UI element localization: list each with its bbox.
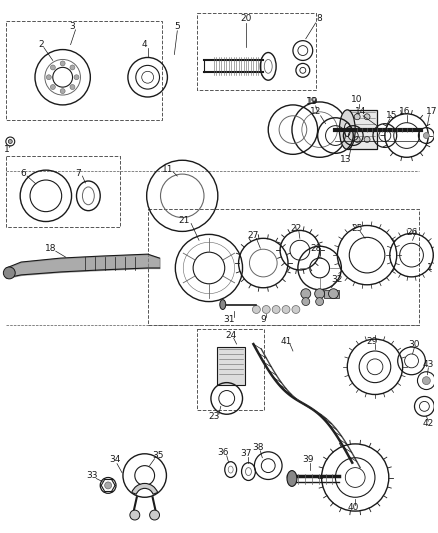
Circle shape bbox=[8, 140, 12, 143]
Circle shape bbox=[50, 65, 55, 70]
Circle shape bbox=[150, 510, 159, 520]
Text: 13: 13 bbox=[339, 155, 351, 164]
Text: 20: 20 bbox=[241, 14, 252, 23]
Text: 35: 35 bbox=[152, 451, 163, 461]
Text: 32: 32 bbox=[332, 276, 343, 284]
Circle shape bbox=[422, 377, 430, 385]
Circle shape bbox=[70, 65, 75, 70]
Circle shape bbox=[262, 305, 270, 313]
Text: 37: 37 bbox=[241, 449, 252, 458]
Text: 1: 1 bbox=[427, 263, 433, 272]
Text: 6: 6 bbox=[20, 168, 26, 177]
Text: 43: 43 bbox=[423, 360, 434, 369]
Ellipse shape bbox=[339, 110, 355, 149]
Bar bbox=[6, 21, 162, 120]
Text: 42: 42 bbox=[423, 418, 434, 427]
Bar bbox=[197, 13, 316, 90]
Text: 9: 9 bbox=[261, 315, 266, 324]
Text: 12: 12 bbox=[310, 107, 321, 116]
Circle shape bbox=[364, 114, 370, 120]
Text: 14: 14 bbox=[354, 107, 366, 116]
Text: 1: 1 bbox=[4, 145, 9, 154]
Circle shape bbox=[50, 85, 55, 90]
Circle shape bbox=[60, 61, 65, 66]
Circle shape bbox=[364, 136, 370, 142]
Text: 27: 27 bbox=[248, 231, 259, 240]
Text: 5: 5 bbox=[174, 22, 180, 31]
Text: 7: 7 bbox=[76, 168, 81, 177]
Bar bbox=[148, 209, 420, 325]
Text: 19: 19 bbox=[306, 98, 318, 107]
Text: 31: 31 bbox=[223, 315, 234, 324]
Text: 2: 2 bbox=[38, 40, 44, 49]
Bar bbox=[347, 110, 377, 149]
Circle shape bbox=[252, 305, 260, 313]
Wedge shape bbox=[132, 483, 158, 494]
Circle shape bbox=[105, 482, 112, 489]
Circle shape bbox=[301, 289, 311, 298]
Circle shape bbox=[130, 510, 140, 520]
Text: 25: 25 bbox=[351, 224, 363, 233]
Ellipse shape bbox=[344, 123, 350, 136]
Circle shape bbox=[272, 305, 280, 313]
Bar bbox=[324, 290, 339, 297]
Circle shape bbox=[328, 289, 339, 298]
Bar bbox=[217, 347, 244, 385]
Circle shape bbox=[60, 88, 65, 94]
Text: 28: 28 bbox=[310, 244, 321, 253]
Text: 22: 22 bbox=[290, 224, 301, 233]
Circle shape bbox=[302, 297, 310, 305]
Circle shape bbox=[74, 75, 79, 80]
Circle shape bbox=[316, 297, 324, 305]
Text: 38: 38 bbox=[253, 443, 264, 453]
Text: 33: 33 bbox=[87, 471, 98, 480]
Text: 23: 23 bbox=[208, 411, 219, 421]
Circle shape bbox=[70, 85, 75, 90]
Ellipse shape bbox=[287, 471, 297, 487]
Text: 40: 40 bbox=[347, 503, 359, 512]
Text: 39: 39 bbox=[302, 455, 314, 464]
Text: 10: 10 bbox=[351, 95, 363, 104]
Text: 16: 16 bbox=[399, 107, 410, 116]
Text: 24: 24 bbox=[225, 330, 236, 340]
Text: 36: 36 bbox=[217, 448, 229, 457]
Circle shape bbox=[314, 289, 325, 298]
Text: 11: 11 bbox=[162, 165, 173, 174]
Circle shape bbox=[4, 267, 15, 279]
Text: 3: 3 bbox=[70, 22, 75, 31]
Circle shape bbox=[282, 305, 290, 313]
Circle shape bbox=[354, 136, 360, 142]
Circle shape bbox=[46, 75, 51, 80]
Text: 17: 17 bbox=[426, 107, 437, 116]
Text: 30: 30 bbox=[409, 340, 420, 349]
Text: 26: 26 bbox=[407, 228, 418, 237]
Text: 8: 8 bbox=[317, 14, 322, 23]
Circle shape bbox=[424, 133, 429, 139]
Bar bbox=[6, 156, 120, 228]
Circle shape bbox=[292, 305, 300, 313]
Text: 19: 19 bbox=[307, 98, 318, 107]
Text: 41: 41 bbox=[280, 337, 292, 345]
Text: 34: 34 bbox=[110, 455, 121, 464]
Text: 4: 4 bbox=[142, 40, 148, 49]
Text: 15: 15 bbox=[386, 111, 398, 120]
Circle shape bbox=[354, 114, 360, 120]
Text: 29: 29 bbox=[366, 337, 378, 345]
Text: 18: 18 bbox=[45, 244, 57, 253]
Ellipse shape bbox=[220, 300, 226, 310]
Text: 21: 21 bbox=[179, 216, 190, 225]
Bar bbox=[197, 329, 264, 410]
